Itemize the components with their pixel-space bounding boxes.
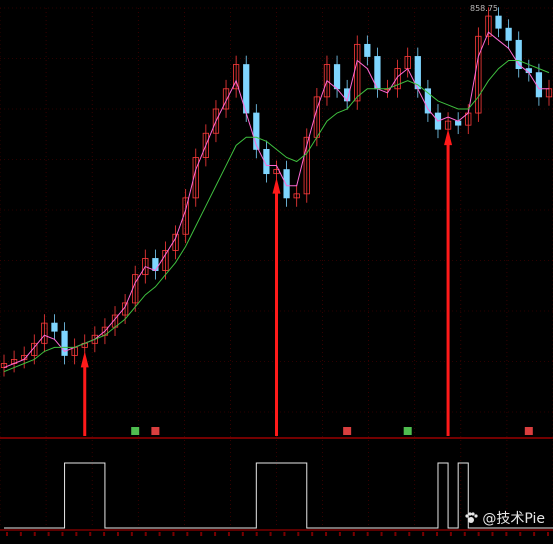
date-tick <box>172 532 175 536</box>
candle-body <box>505 27 512 41</box>
signal-marker <box>524 427 533 435</box>
candle-body <box>283 169 290 199</box>
date-tick <box>311 532 314 536</box>
date-tick <box>103 532 106 536</box>
candle-body <box>192 157 199 199</box>
watermark: @技术Pie <box>464 508 545 528</box>
date-tick <box>116 532 119 536</box>
date-tick <box>366 532 369 536</box>
date-tick <box>19 532 22 536</box>
date-tick <box>255 532 258 536</box>
candle-body <box>202 132 209 158</box>
date-tick <box>338 532 341 536</box>
date-tick <box>33 532 36 536</box>
signal-arrow-shaft <box>275 191 278 436</box>
candle-body <box>293 193 300 199</box>
date-tick <box>477 532 480 536</box>
candle-body <box>182 197 189 235</box>
candle-body <box>91 334 98 344</box>
candle-body <box>475 35 482 114</box>
date-tick <box>241 532 244 536</box>
candle-body <box>61 330 68 356</box>
candle-body <box>222 88 230 110</box>
candle-body <box>364 43 371 57</box>
candle-body <box>51 322 58 332</box>
date-tick <box>227 532 230 536</box>
candle-body <box>142 258 149 276</box>
date-tick <box>533 532 536 536</box>
candle-body <box>233 64 240 90</box>
candle-body <box>455 120 462 126</box>
date-tick <box>89 532 92 536</box>
date-tick <box>130 532 133 536</box>
candle-body <box>303 136 310 195</box>
paw-icon <box>465 512 478 523</box>
date-tick <box>325 532 328 536</box>
candle-body <box>162 249 169 271</box>
candle-body <box>323 64 331 98</box>
date-tick <box>214 532 217 536</box>
signal-arrow <box>80 351 89 368</box>
date-tick <box>491 532 494 536</box>
candle-body <box>31 342 38 356</box>
signal-marker <box>131 427 140 435</box>
candle-body <box>495 15 502 29</box>
date-tick <box>75 532 78 536</box>
signal-marker <box>403 427 412 435</box>
candle-body <box>41 322 48 344</box>
date-tick <box>158 532 161 536</box>
candle-body <box>121 302 129 316</box>
candle-body <box>152 258 159 272</box>
candle-body <box>333 64 341 90</box>
main-panel <box>0 7 553 377</box>
date-tick <box>505 532 508 536</box>
date-tick <box>47 532 50 536</box>
ma-long-line <box>3 60 550 373</box>
date-tick <box>422 532 425 536</box>
candle-body <box>515 39 522 70</box>
date-tick <box>519 532 522 536</box>
date-tick <box>61 532 64 536</box>
date-tick <box>200 532 203 536</box>
signal-arrow-shaft <box>83 365 87 436</box>
date-tick <box>449 532 452 536</box>
date-tick <box>352 532 355 536</box>
date-tick <box>283 532 286 536</box>
signal-arrow-shaft <box>446 143 450 436</box>
signal-marker <box>151 427 160 435</box>
date-tick <box>463 532 466 536</box>
signal-step-line <box>4 462 553 529</box>
date-tick <box>297 532 300 536</box>
price-label: 858.75 <box>470 4 498 13</box>
date-tick <box>436 532 439 536</box>
candle-body <box>424 88 432 114</box>
candle-body <box>212 108 220 134</box>
date-tick <box>269 532 272 536</box>
candle-body <box>263 148 270 175</box>
signal-panel <box>4 462 553 529</box>
date-tick <box>547 532 549 536</box>
grid-layer <box>0 7 553 536</box>
candle-body <box>394 68 401 90</box>
date-tick <box>186 532 189 536</box>
signal-arrow <box>272 177 281 194</box>
annotation-layer <box>80 129 533 436</box>
date-tick <box>380 532 383 536</box>
signal-arrow <box>444 129 453 146</box>
date-tick <box>6 532 8 536</box>
date-tick <box>394 532 397 536</box>
date-tick <box>144 532 147 536</box>
date-tick <box>408 532 411 536</box>
watermark-text: @技术Pie <box>482 511 545 527</box>
candle-body <box>535 72 543 98</box>
candle-body <box>485 15 492 37</box>
candle-body <box>253 112 260 150</box>
signal-marker <box>343 427 352 435</box>
